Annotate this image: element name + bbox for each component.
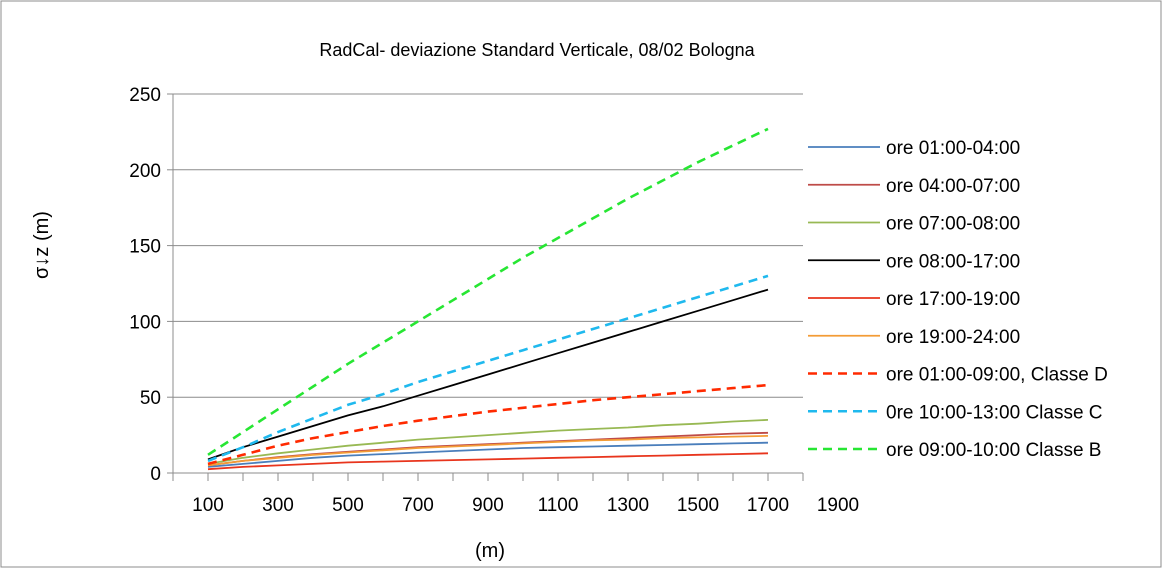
- legend: ore 01:00-04:00 ore 04:00-07:00 ore 07:00-…: [808, 138, 1108, 461]
- x-tick-label: 1900: [817, 495, 859, 516]
- x-tick-label: 1100: [538, 495, 579, 516]
- x-tick-label: 1700: [747, 495, 789, 516]
- legend-label: ore 19:00-24:00: [886, 327, 1020, 348]
- legend-label: ore 08:00-17:00: [886, 251, 1020, 272]
- grid-layer: [173, 93, 803, 398]
- x-tick-label: 100: [192, 495, 224, 516]
- legend-label: 0re 10:00-13:00 Classe C: [886, 402, 1103, 423]
- series-layer: [207, 127, 769, 471]
- y-axis-label: σ↓z (m): [31, 211, 53, 279]
- y-tick-label: 250: [129, 85, 161, 106]
- y-tick-label: 0: [150, 464, 161, 485]
- x-tick-label: 300: [262, 495, 294, 516]
- legend-label: ore 01:00-04:00: [886, 138, 1020, 159]
- series-line-7: [207, 383, 769, 466]
- y-tick-label: 100: [129, 312, 161, 333]
- legend-label: ore 09:00-10:00 Classe B: [886, 440, 1101, 461]
- series-line-4: [207, 288, 769, 461]
- axis-layer: 0 50 100 150 200 250 100 300 500 700 900 1100 1300 15…: [129, 85, 859, 516]
- series-line-1: [207, 441, 769, 468]
- x-tick-label: 1300: [607, 495, 649, 516]
- x-tick-label: 700: [402, 495, 434, 516]
- legend-label: ore 17:00-19:00: [886, 289, 1020, 310]
- x-tick-label: 500: [332, 495, 364, 516]
- series-line-5: [207, 452, 769, 471]
- x-tick-label: 1500: [677, 495, 719, 516]
- x-axis-label: (m): [475, 540, 505, 562]
- legend-label: ore 01:00-09:00, Classe D: [886, 365, 1108, 386]
- legend-label: ore 04:00-07:00: [886, 176, 1020, 197]
- y-tick-label: 200: [129, 161, 161, 182]
- series-line-9: [207, 127, 769, 456]
- series-line-3: [207, 419, 769, 465]
- legend-label: ore 07:00-08:00: [886, 214, 1020, 235]
- x-tick-label: 900: [472, 495, 504, 516]
- series-line-6: [207, 435, 769, 467]
- y-tick-label: 50: [140, 388, 161, 409]
- chart-title: RadCal- deviazione Standard Verticale, 0…: [319, 40, 755, 60]
- y-tick-label: 150: [129, 237, 161, 258]
